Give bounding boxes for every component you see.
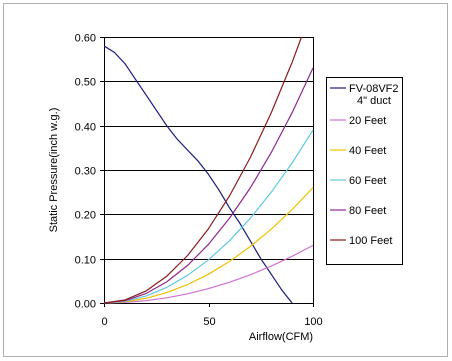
y-tick-label: 0.00 (75, 299, 96, 311)
series-line-fv-08vf2 (104, 45, 293, 304)
x-tick-label: 100 (304, 316, 322, 328)
y-tick-label: 0.60 (75, 33, 96, 45)
x-tick-label: 0 (101, 316, 107, 328)
grid-lines (104, 37, 313, 260)
legend-label-fv-08vf2: FV-08VF2 (349, 83, 399, 95)
series-line-40-feet (104, 187, 314, 304)
legend-label-60-feet: 60 Feet (349, 175, 386, 187)
x-axis-label: Airflow(CFM) (249, 331, 313, 343)
series-line-80-feet (104, 67, 314, 304)
chart-frame (3, 3, 448, 357)
y-tick-label: 0.10 (75, 255, 96, 267)
legend-label-80-feet: 80 Feet (349, 205, 386, 217)
y-tick-label: 0.40 (75, 122, 96, 134)
axes (100, 37, 314, 307)
tick-labels: 0.00 0.10 0.20 0.30 0.40 0.50 0.60 0 50 100 (75, 33, 323, 329)
series-line-20-feet (104, 244, 314, 304)
series-line-100-feet (104, 36, 303, 304)
x-tick-label: 50 (203, 316, 215, 328)
legend-label-40-feet: 40 Feet (349, 145, 386, 157)
y-tick-label: 0.30 (75, 166, 96, 178)
legend-label-100-feet: 100 Feet (349, 235, 392, 247)
series-line-60-feet (104, 129, 314, 304)
y-axis-label: Static Pressure(inch w.g.) (48, 108, 60, 233)
series-lines (104, 36, 314, 304)
y-tick-label: 0.20 (75, 210, 96, 222)
legend-label-fv-08vf2-line2: 4" duct (357, 95, 391, 107)
y-tick-label: 0.50 (75, 77, 96, 89)
legend-label-20-feet: 20 Feet (349, 115, 386, 127)
legend-box (326, 77, 403, 265)
